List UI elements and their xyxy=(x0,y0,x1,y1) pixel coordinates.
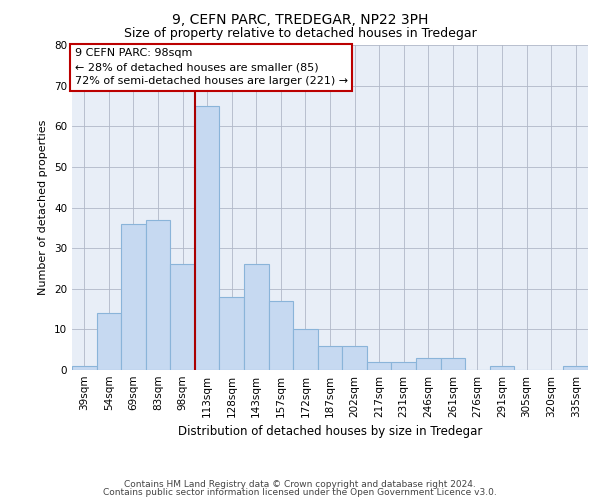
Bar xyxy=(367,362,391,370)
X-axis label: Distribution of detached houses by size in Tredegar: Distribution of detached houses by size … xyxy=(178,426,482,438)
Bar xyxy=(440,358,465,370)
Y-axis label: Number of detached properties: Number of detached properties xyxy=(38,120,49,295)
Bar xyxy=(293,330,318,370)
Bar xyxy=(490,366,514,370)
Bar xyxy=(146,220,170,370)
Text: Contains public sector information licensed under the Open Government Licence v3: Contains public sector information licen… xyxy=(103,488,497,497)
Bar xyxy=(342,346,367,370)
Bar xyxy=(121,224,146,370)
Bar xyxy=(195,106,220,370)
Bar xyxy=(416,358,440,370)
Text: Size of property relative to detached houses in Tredegar: Size of property relative to detached ho… xyxy=(124,28,476,40)
Text: 9 CEFN PARC: 98sqm
← 28% of detached houses are smaller (85)
72% of semi-detache: 9 CEFN PARC: 98sqm ← 28% of detached hou… xyxy=(74,48,348,86)
Text: Contains HM Land Registry data © Crown copyright and database right 2024.: Contains HM Land Registry data © Crown c… xyxy=(124,480,476,489)
Bar xyxy=(391,362,416,370)
Bar xyxy=(72,366,97,370)
Bar xyxy=(170,264,195,370)
Bar xyxy=(97,313,121,370)
Bar xyxy=(318,346,342,370)
Bar xyxy=(269,301,293,370)
Text: 9, CEFN PARC, TREDEGAR, NP22 3PH: 9, CEFN PARC, TREDEGAR, NP22 3PH xyxy=(172,12,428,26)
Bar xyxy=(220,297,244,370)
Bar xyxy=(563,366,588,370)
Bar xyxy=(244,264,269,370)
